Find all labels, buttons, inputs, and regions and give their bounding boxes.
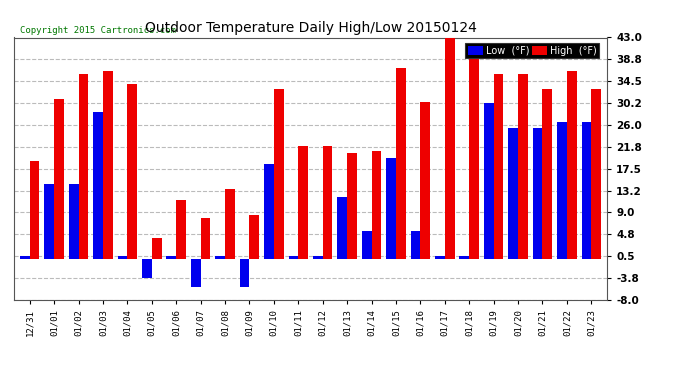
Bar bbox=[362, 231, 371, 259]
Text: Copyright 2015 Cartronics.com: Copyright 2015 Cartronics.com bbox=[20, 26, 176, 35]
Bar bbox=[386, 159, 396, 259]
Bar bbox=[323, 146, 333, 259]
Bar bbox=[533, 128, 542, 259]
Bar bbox=[166, 256, 176, 259]
Bar bbox=[142, 259, 152, 278]
Bar bbox=[313, 256, 323, 259]
Bar bbox=[469, 50, 479, 259]
Bar bbox=[396, 68, 406, 259]
Bar bbox=[20, 256, 30, 259]
Bar bbox=[542, 89, 552, 259]
Bar bbox=[274, 89, 284, 259]
Bar bbox=[30, 161, 39, 259]
Bar bbox=[582, 122, 591, 259]
Bar bbox=[239, 259, 250, 287]
Bar bbox=[567, 71, 577, 259]
Legend: Low  (°F), High  (°F): Low (°F), High (°F) bbox=[465, 43, 600, 58]
Bar bbox=[264, 164, 274, 259]
Bar bbox=[152, 238, 161, 259]
Bar bbox=[44, 184, 54, 259]
Bar bbox=[250, 215, 259, 259]
Bar bbox=[191, 259, 201, 287]
Bar bbox=[69, 184, 79, 259]
Bar bbox=[117, 256, 128, 259]
Bar bbox=[435, 256, 445, 259]
Bar bbox=[411, 231, 420, 259]
Bar bbox=[201, 217, 210, 259]
Bar bbox=[128, 84, 137, 259]
Bar bbox=[79, 74, 88, 259]
Bar bbox=[445, 32, 455, 259]
Bar bbox=[225, 189, 235, 259]
Bar bbox=[54, 99, 64, 259]
Bar bbox=[557, 122, 567, 259]
Bar bbox=[298, 146, 308, 259]
Bar bbox=[176, 200, 186, 259]
Bar bbox=[347, 153, 357, 259]
Bar bbox=[288, 256, 298, 259]
Bar bbox=[93, 112, 103, 259]
Bar bbox=[337, 197, 347, 259]
Bar bbox=[493, 74, 504, 259]
Bar bbox=[591, 89, 601, 259]
Bar bbox=[420, 102, 430, 259]
Title: Outdoor Temperature Daily High/Low 20150124: Outdoor Temperature Daily High/Low 20150… bbox=[145, 21, 476, 35]
Bar bbox=[460, 256, 469, 259]
Bar bbox=[484, 104, 493, 259]
Bar bbox=[509, 128, 518, 259]
Bar bbox=[371, 151, 382, 259]
Bar bbox=[103, 71, 112, 259]
Bar bbox=[215, 256, 225, 259]
Bar bbox=[518, 74, 528, 259]
